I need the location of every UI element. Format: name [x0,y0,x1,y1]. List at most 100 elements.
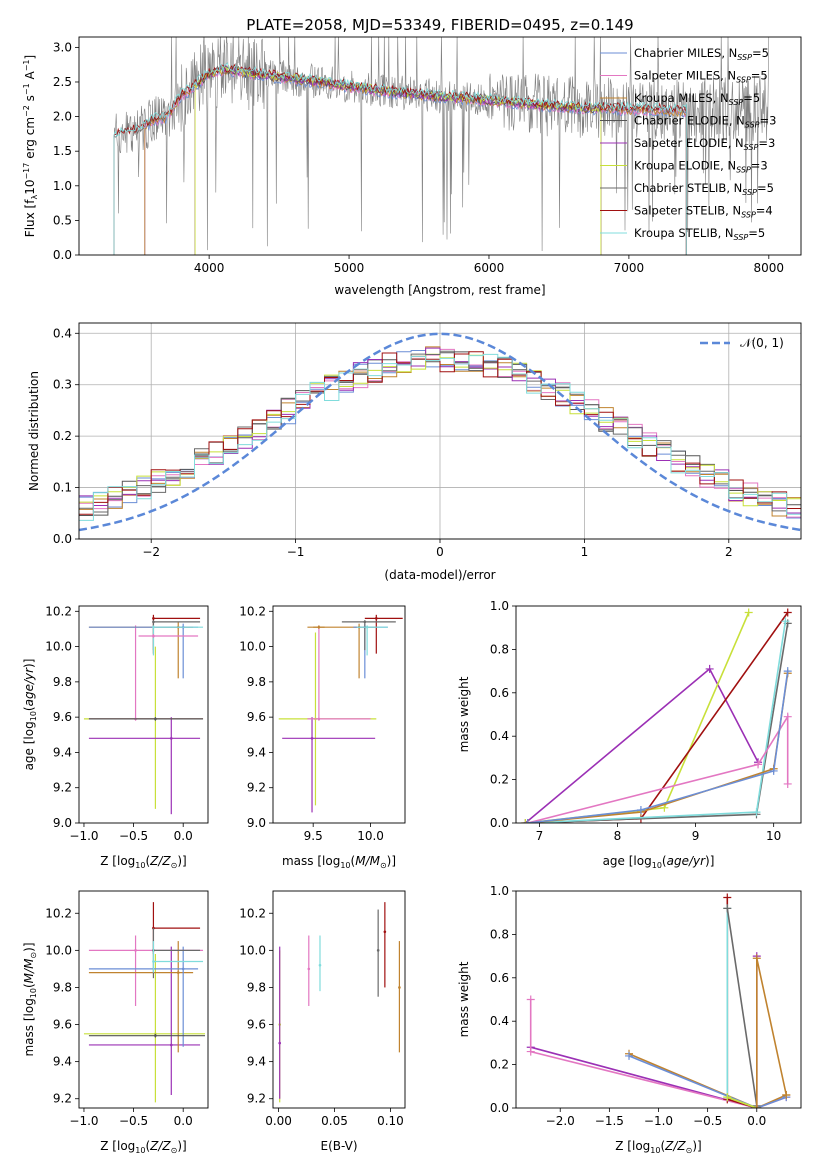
label-part: ( [22,706,36,711]
y-tick-label: 10.0 [45,640,72,654]
x-tick-label: 4000 [194,261,225,275]
y-axis-label: mass [log10(M/M⊙)] [22,942,38,1056]
y-tick-label: 9.2 [53,1092,72,1106]
label-part: Flux [f [23,199,37,237]
y-tick-label: 9.6 [247,710,266,724]
label-part: =3 [760,114,777,128]
data-point [383,930,387,934]
label-part: Z/Z [149,854,171,868]
data-point [181,967,185,971]
x-tick-label: 0.0 [174,1114,193,1128]
axes-frame [78,605,209,824]
y-tick-label: 0.4 [53,326,72,340]
mass-weight-line [524,667,759,823]
x-tick-label: 10.0 [357,829,384,843]
x-tick-label: −2 [142,545,160,559]
x-axis-label: E(B-V) [320,1139,357,1153]
y-tick-label: 0.1 [53,481,72,495]
plus-marker [636,805,645,814]
legend-label: Kroupa MILES, NSSP=5 [634,91,760,107]
x-tick-label: −1.0 [69,1114,98,1128]
data-point [134,949,137,952]
x-tick-label: 0.05 [321,1114,348,1128]
x-axis-label: wavelength [Angstrom, rest frame] [334,283,545,297]
data-point [317,717,321,721]
label-part: SSP [734,233,749,242]
plus-marker [526,995,535,1004]
y-tick-label: 0.0 [490,816,509,830]
y-tick-label: 9.6 [53,1018,72,1032]
model-spectrum-line [194,64,602,255]
label-part: age [log [22,721,36,770]
label-part: Salpeter MILES, N [634,69,736,83]
axes-frame [78,322,802,540]
spectrum-panel: 4000 5000 6000 7000 8000 0.0 0.5 1.0 1.5 2.0 2.5 3.… [22,36,802,297]
mass-weight-line [525,612,750,823]
y-tick-label: 0.0 [490,1101,509,1115]
data-point [169,1043,173,1047]
label-part: 10 [23,180,37,195]
x-tick-label: −1.0 [644,1114,673,1128]
x-tick-label: 7000 [614,261,645,275]
mass-weight-line [527,623,789,823]
y-tick-label: 1.0 [490,599,509,613]
data-point [152,625,155,629]
mass-weight-line [527,670,789,823]
plus-marker [521,819,530,823]
plus-marker [744,608,753,617]
label-part: ⊙ [380,861,387,870]
label-part: )] [22,659,36,668]
label-part: ⊙ [171,861,178,870]
y-axis-label: mass weight [457,961,471,1037]
mass-weight-line [527,673,789,823]
x-axis-label: Z [log10(Z/Z⊙)] [100,854,186,870]
label-part: 10 [340,861,350,870]
data-point [152,617,155,620]
label-part: ( [145,1139,150,1153]
y-tick-label: 1.0 [53,179,72,193]
label-part: SSP [744,143,759,152]
gaussian-curve [79,332,801,532]
label-part: ⊙ [29,952,38,959]
x-tick-label: 2 [725,545,733,559]
label-part: SSP [742,188,757,197]
y-tick-label: 0.8 [490,927,509,941]
y-tick-label: 9.4 [247,1055,266,1069]
y-tick-label: 9.8 [53,980,72,994]
plus-marker [783,608,792,617]
mass-weight-line [530,956,758,1108]
y-tick-label: 9.2 [247,781,266,795]
y-tick-label: 9.4 [53,1055,72,1069]
plus-marker [754,760,763,769]
plus-marker [783,779,792,788]
data-point [169,737,173,740]
x-tick-label: −0.5 [119,1114,148,1128]
mass-weight-line [727,1096,758,1108]
label-part: −17 [22,163,31,180]
label-part: SSP [736,76,751,85]
mass-age-panel: 9.5 10.0 9.0 9.2 9.4 9.6 9.8 10.0 10.2 mass [log1… [239,604,406,870]
y-tick-label: 9.2 [53,781,72,795]
axes-frame [272,890,406,1109]
plot-area [83,614,204,815]
x-tick-label: 0.0 [174,829,193,843]
x-tick-label: −0.5 [119,829,148,843]
mass-weight-line [529,999,787,1108]
y-tick-label: 10.2 [45,604,72,618]
plus-marker [783,667,792,676]
label-part: =3 [751,159,768,173]
label-part: age [log [603,854,652,868]
y-axis-label: age [log10(age/yr)] [22,659,38,771]
plot-area [79,332,801,532]
label-part: =5 [748,226,765,240]
y-axis-label: Flux [fλ10−17 erg cm−2 s−1 A−1] [22,55,39,237]
label-part: mass [log [282,854,340,868]
y-tick-label: 10.0 [239,640,266,654]
label-part: −1 [22,59,31,71]
plus-marker [752,1104,761,1108]
label-part: s [23,95,37,105]
data-point [278,1041,282,1045]
axes-frame [515,605,802,824]
label-part: =5 [752,46,769,60]
legend-label: 𝒩(0, 1) [740,336,784,350]
